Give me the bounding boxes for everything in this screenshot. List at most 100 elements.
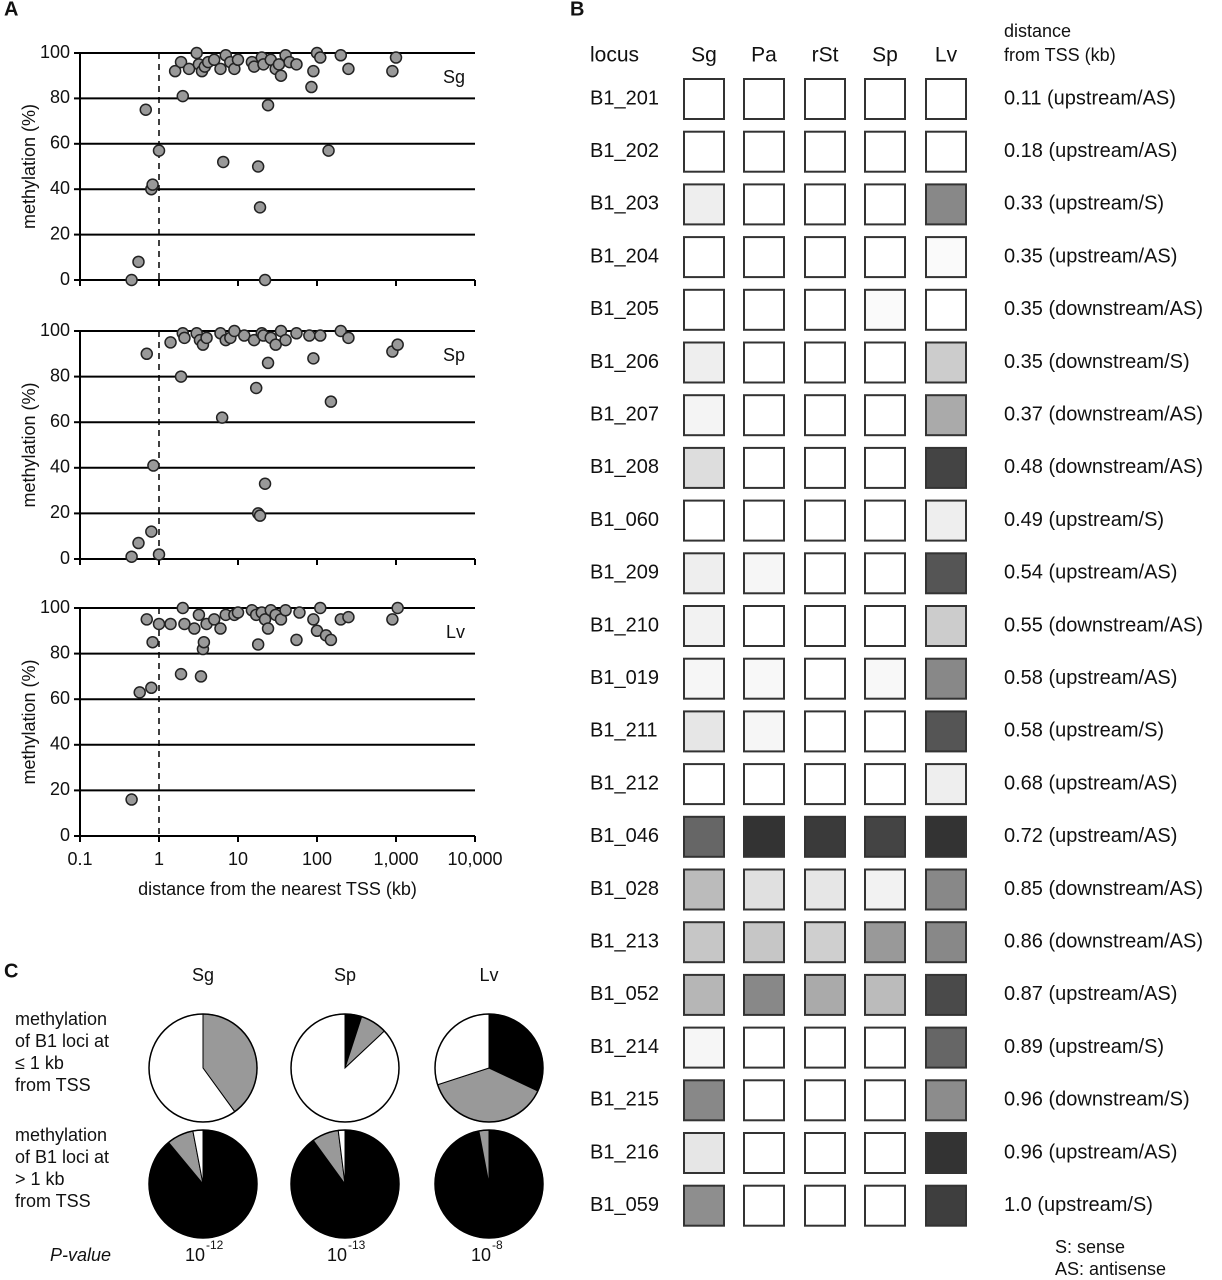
point: [216, 155, 230, 169]
cell: [743, 341, 785, 384]
point: [334, 324, 348, 338]
pie-outline: [290, 1013, 400, 1123]
point: [279, 604, 292, 617]
y-tick-label: 60: [50, 133, 70, 153]
cell: [925, 868, 967, 911]
cell: [683, 552, 725, 595]
point: [197, 635, 211, 649]
cell: [743, 130, 785, 173]
locus-label: B1_202: [590, 140, 659, 162]
cell: [925, 710, 967, 753]
column-header: Pa: [751, 44, 777, 67]
locus-label: B1_212: [590, 772, 659, 794]
cell: [925, 446, 967, 489]
cell: [804, 1184, 846, 1227]
point: [290, 58, 303, 71]
column-header: Lv: [479, 965, 498, 985]
point: [324, 633, 338, 647]
cell: [743, 446, 785, 489]
cell: [683, 394, 725, 437]
point: [258, 273, 272, 287]
point: [253, 509, 267, 522]
distance-label: 0.96 (downstream/S): [1004, 1089, 1190, 1111]
cell: [743, 710, 785, 753]
point: [386, 613, 399, 626]
cell: [864, 78, 906, 120]
cell: [925, 394, 967, 437]
distance-label: 0.58 (upstream/S): [1004, 720, 1164, 742]
locus-label: B1_208: [590, 456, 659, 478]
cell: [804, 78, 846, 120]
point: [324, 395, 338, 408]
panel-series-label: Sg: [443, 67, 465, 87]
point: [342, 610, 355, 624]
point: [140, 347, 154, 361]
distance-label: 0.87 (upstream/AS): [1004, 983, 1177, 1005]
cell: [864, 341, 906, 384]
cell: [743, 1026, 785, 1069]
cell: [743, 1132, 785, 1174]
locus-label: B1_046: [590, 825, 659, 847]
distance-label: 0.35 (downstream/AS): [1004, 298, 1203, 320]
point: [314, 329, 327, 342]
cell: [683, 288, 725, 331]
point: [307, 64, 320, 78]
locus-label: B1_201: [590, 87, 659, 109]
cell: [804, 763, 846, 806]
cell: [864, 236, 906, 279]
y-tick-label: 40: [50, 734, 70, 754]
y-tick-label: 60: [50, 411, 70, 431]
cell: [683, 236, 725, 279]
cell: [925, 605, 967, 647]
cell: [743, 763, 785, 806]
cell: [804, 130, 846, 173]
locus-label: B1_204: [590, 245, 659, 267]
point: [152, 548, 166, 561]
x-tick-label: 100: [302, 849, 332, 869]
cell: [683, 341, 725, 384]
point: [125, 550, 138, 563]
cell: [804, 657, 846, 700]
p-value-base: 10: [471, 1245, 491, 1265]
cell: [804, 183, 846, 226]
row-label: methylation: [15, 1125, 107, 1145]
point: [314, 51, 327, 64]
point: [140, 613, 154, 626]
point: [200, 331, 213, 345]
distance-label: 0.11 (upstream/AS): [1004, 87, 1176, 109]
point: [322, 144, 335, 157]
point: [305, 80, 318, 94]
y-tick-label: 20: [50, 223, 70, 243]
point: [178, 331, 191, 345]
p-value-label: P-value: [50, 1245, 111, 1265]
cell: [683, 973, 725, 1016]
distance-label: 0.72 (upstream/AS): [1004, 825, 1177, 847]
point: [132, 536, 145, 550]
cell: [925, 815, 967, 858]
distance-label: 1.0 (upstream/S): [1004, 1194, 1153, 1216]
distance-label: 0.85 (downstream/AS): [1004, 878, 1203, 900]
cell: [743, 815, 785, 858]
cell: [804, 236, 846, 279]
point: [164, 617, 177, 631]
row-label: ≤ 1 kb: [15, 1053, 64, 1073]
point: [174, 370, 188, 383]
point: [133, 686, 146, 699]
p-value-base: 10: [185, 1245, 205, 1265]
distance-label: 0.58 (upstream/AS): [1004, 667, 1177, 689]
y-tick-label: 40: [50, 457, 70, 477]
cell: [804, 446, 846, 489]
cell: [864, 710, 906, 753]
cell: [683, 1079, 725, 1122]
column-header: Lv: [935, 44, 958, 67]
point: [146, 635, 159, 649]
point: [231, 606, 245, 619]
locus-label: B1_206: [590, 351, 659, 373]
column-header: distance: [1004, 21, 1071, 41]
x-axis-label: distance from the nearest TSS (kb): [138, 879, 417, 899]
point: [190, 46, 203, 60]
cell: [743, 394, 785, 437]
footnote: S: sense: [1055, 1237, 1125, 1257]
cell: [804, 605, 846, 647]
cell: [925, 341, 967, 384]
